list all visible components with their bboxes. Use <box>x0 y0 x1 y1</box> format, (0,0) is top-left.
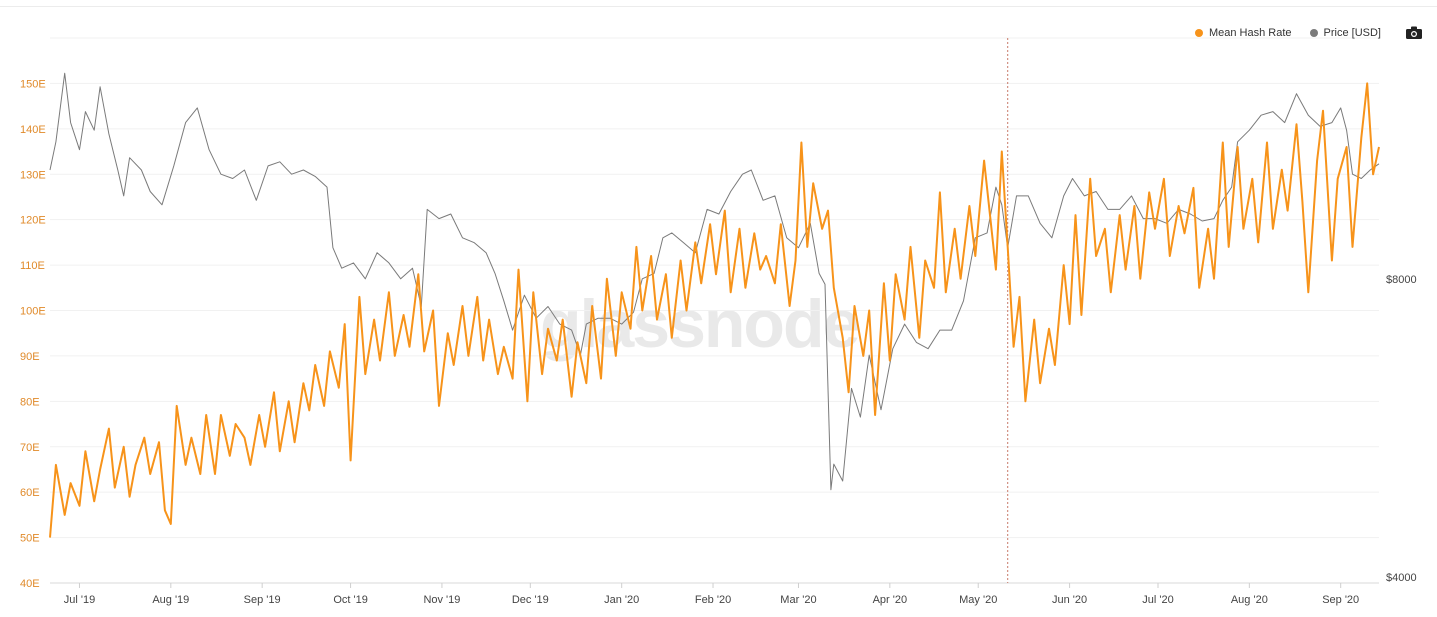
legend-label-price: Price [USD] <box>1323 27 1381 39</box>
x-tick-label: Sep '19 <box>244 594 281 606</box>
x-tick-label: Mar '20 <box>780 594 816 606</box>
x-tick-label: Sep '20 <box>1322 594 1359 606</box>
x-tick-label: Aug '19 <box>152 594 189 606</box>
y-left-tick-label: 80E <box>20 396 40 408</box>
legend: Mean Hash Rate Price [USD] <box>1194 27 1381 39</box>
legend-label-hash-rate: Mean Hash Rate <box>1208 27 1292 39</box>
x-axis: Jul '19 Aug '19 Sep '19 Oct '19 Nov '19 Dec '… <box>64 583 1359 606</box>
series-line-price <box>49 72 1380 491</box>
x-tick-label: Apr '20 <box>873 594 908 606</box>
y-right-tick-label: $4000 <box>1386 572 1417 584</box>
x-tick-label: Aug '20 <box>1231 594 1268 606</box>
y-left-tick-label: 90E <box>20 351 40 363</box>
x-tick-label: Jul '19 <box>64 594 95 606</box>
y-left-tick-label: 120E <box>20 215 46 227</box>
series-line-hash-rate <box>49 82 1380 538</box>
legend-item-price[interactable]: Price [USD] <box>1309 27 1381 39</box>
x-tick-label: Jul '20 <box>1142 594 1173 606</box>
y-left-tick-label: 100E <box>20 306 46 318</box>
x-tick-label: Oct '19 <box>333 594 368 606</box>
legend-item-hash-rate[interactable]: Mean Hash Rate <box>1194 27 1292 39</box>
x-tick-label: Feb '20 <box>695 594 731 606</box>
y-right-tick-label: $8000 <box>1386 274 1417 286</box>
y-left-tick-label: 40E <box>20 578 40 590</box>
x-tick-label: Dec '19 <box>512 594 549 606</box>
x-tick-label: Nov '19 <box>423 594 460 606</box>
y-left-tick-label: 150E <box>20 78 46 90</box>
camera-icon[interactable] <box>1406 26 1422 39</box>
x-tick-label: Jun '20 <box>1052 594 1087 606</box>
y-axis-left: 40E 50E 60E 70E 80E 90E 100E 110E 120E 130E 140E 15… <box>20 78 46 590</box>
series-layer <box>49 72 1380 538</box>
y-left-tick-label: 110E <box>20 260 45 272</box>
price-dot <box>1309 29 1318 37</box>
x-tick-label: May '20 <box>959 594 997 606</box>
y-left-tick-label: 70E <box>20 442 40 454</box>
top-divider <box>0 6 1437 7</box>
x-tick-label: Jan '20 <box>604 594 639 606</box>
hash-rate-dot <box>1194 29 1203 37</box>
grid-lines <box>50 37 1379 584</box>
y-axis-right: $4000 $8000 <box>1386 274 1417 584</box>
y-left-tick-label: 60E <box>20 487 40 499</box>
y-left-tick-label: 140E <box>20 124 46 136</box>
y-left-tick-label: 50E <box>20 533 40 545</box>
y-left-tick-label: 130E <box>20 169 46 181</box>
